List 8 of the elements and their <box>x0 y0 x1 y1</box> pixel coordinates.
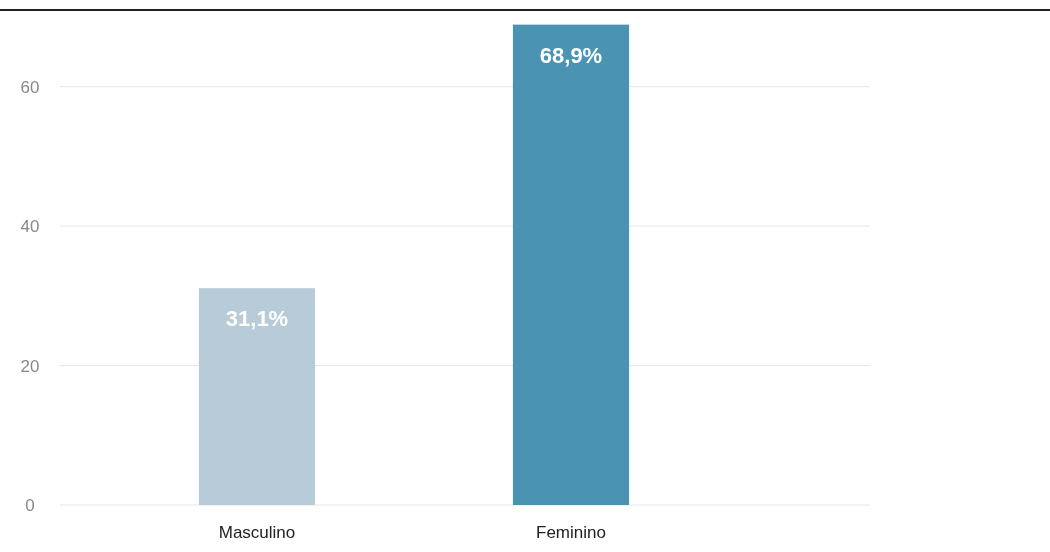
data-label: 31,1% <box>225 306 289 332</box>
x-tick-label: Masculino <box>218 523 296 542</box>
y-tick-label: 40 <box>20 217 40 237</box>
x-tick-label: Feminino <box>536 523 606 542</box>
data-label: 68,9% <box>539 42 603 68</box>
y-tick-label: 20 <box>20 356 40 376</box>
y-tick-label: 60 <box>20 77 40 97</box>
y-tick-label: 0 <box>25 495 35 515</box>
